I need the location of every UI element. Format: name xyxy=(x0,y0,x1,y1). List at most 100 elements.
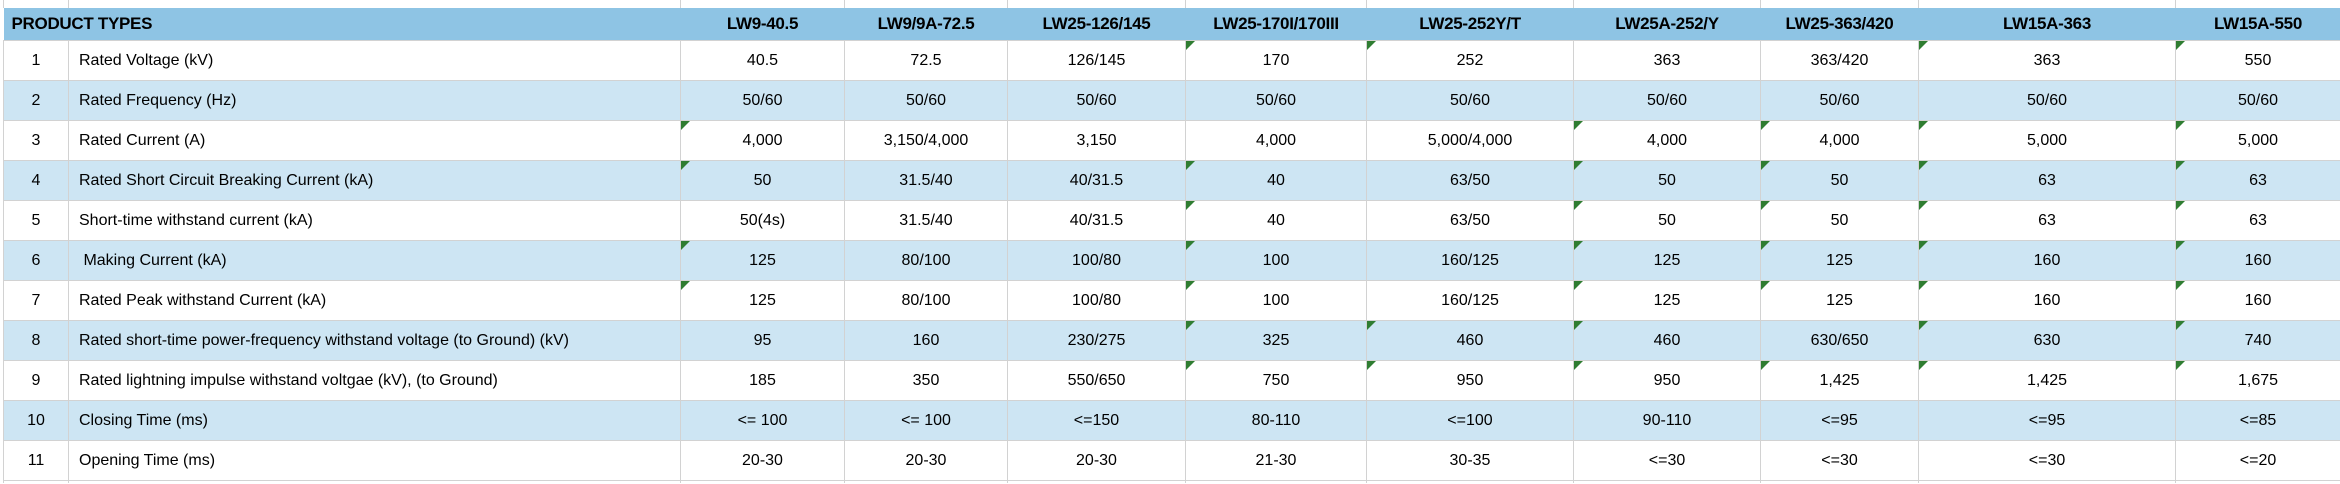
value-cell[interactable]: 20-30 xyxy=(1007,440,1186,481)
value-cell[interactable]: 160 xyxy=(1918,240,2176,281)
row-number-cell[interactable]: 5 xyxy=(3,200,69,241)
value-cell[interactable]: 80/100 xyxy=(844,240,1008,281)
value-cell[interactable]: 125 xyxy=(1760,280,1919,321)
value-cell[interactable]: <=95 xyxy=(1918,400,2176,441)
row-number-cell[interactable]: 2 xyxy=(3,80,69,121)
value-cell[interactable]: 50/60 xyxy=(1760,80,1919,121)
value-cell[interactable]: 125 xyxy=(1573,280,1761,321)
value-cell[interactable]: 460 xyxy=(1573,320,1761,361)
value-cell[interactable]: 50/60 xyxy=(844,80,1008,121)
row-number-cell[interactable]: 3 xyxy=(3,120,69,161)
value-cell[interactable]: 1,425 xyxy=(1760,360,1919,401)
value-cell[interactable]: 363/420 xyxy=(1760,40,1919,81)
value-cell[interactable]: 325 xyxy=(1185,320,1367,361)
value-cell[interactable]: 50/60 xyxy=(1573,80,1761,121)
row-number-cell[interactable]: 11 xyxy=(3,440,69,481)
value-cell[interactable]: 4,000 xyxy=(680,120,845,161)
value-cell[interactable]: 460 xyxy=(1366,320,1574,361)
value-cell[interactable]: 550 xyxy=(2175,40,2340,81)
column-header-lw25-363-420[interactable]: LW25-363/420 xyxy=(1760,8,1919,41)
value-cell[interactable]: 4,000 xyxy=(1573,120,1761,161)
value-cell[interactable]: 950 xyxy=(1573,360,1761,401)
value-cell[interactable]: 160/125 xyxy=(1366,240,1574,281)
row-number-cell[interactable]: 4 xyxy=(3,160,69,201)
value-cell[interactable]: 125 xyxy=(680,240,845,281)
value-cell[interactable]: 63 xyxy=(1918,160,2176,201)
value-cell[interactable]: 21-30 xyxy=(1185,440,1367,481)
value-cell[interactable]: 50/60 xyxy=(2175,80,2340,121)
value-cell[interactable]: 100 xyxy=(1185,240,1367,281)
value-cell[interactable]: 3,150 xyxy=(1007,120,1186,161)
column-header-lw25-170i-170iii[interactable]: LW25-170I/170III xyxy=(1185,8,1367,41)
row-number-cell[interactable]: 1 xyxy=(3,40,69,81)
value-cell[interactable]: 50 xyxy=(680,160,845,201)
value-cell[interactable]: 950 xyxy=(1366,360,1574,401)
column-header-lw15a-550[interactable]: LW15A-550 xyxy=(2175,8,2340,41)
value-cell[interactable]: 3,150/4,000 xyxy=(844,120,1008,161)
value-cell[interactable]: 31.5/40 xyxy=(844,160,1008,201)
value-cell[interactable]: 1,425 xyxy=(1918,360,2176,401)
value-cell[interactable]: 125 xyxy=(680,280,845,321)
value-cell[interactable]: 252 xyxy=(1366,40,1574,81)
column-header-lw25a-252-y[interactable]: LW25A-252/Y xyxy=(1573,8,1761,41)
value-cell[interactable]: 40/31.5 xyxy=(1007,200,1186,241)
value-cell[interactable]: <=30 xyxy=(1918,440,2176,481)
value-cell[interactable]: 185 xyxy=(680,360,845,401)
value-cell[interactable]: <= 100 xyxy=(844,400,1008,441)
row-number-cell[interactable]: 10 xyxy=(3,400,69,441)
value-cell[interactable]: 100 xyxy=(1185,280,1367,321)
value-cell[interactable]: 20-30 xyxy=(680,440,845,481)
value-cell[interactable]: 750 xyxy=(1185,360,1367,401)
value-cell[interactable]: 50/60 xyxy=(1185,80,1367,121)
value-cell[interactable]: 63 xyxy=(2175,160,2340,201)
value-cell[interactable]: <=95 xyxy=(1760,400,1919,441)
value-cell[interactable]: 40 xyxy=(1185,200,1367,241)
value-cell[interactable]: 100/80 xyxy=(1007,240,1186,281)
value-cell[interactable]: 30-35 xyxy=(1366,440,1574,481)
value-cell[interactable]: <=20 xyxy=(2175,440,2340,481)
value-cell[interactable]: 126/145 xyxy=(1007,40,1186,81)
value-cell[interactable]: 50 xyxy=(1573,200,1761,241)
column-header-lw9-40-5[interactable]: LW9-40.5 xyxy=(680,8,845,41)
value-cell[interactable]: <=30 xyxy=(1760,440,1919,481)
value-cell[interactable]: 63 xyxy=(2175,200,2340,241)
row-number-cell[interactable]: 8 xyxy=(3,320,69,361)
column-header-lw25-126-145[interactable]: LW25-126/145 xyxy=(1007,8,1186,41)
row-label-cell[interactable]: Rated Peak withstand Current (kA) xyxy=(68,280,681,321)
value-cell[interactable]: <=100 xyxy=(1366,400,1574,441)
value-cell[interactable]: 63 xyxy=(1918,200,2176,241)
value-cell[interactable]: 80/100 xyxy=(844,280,1008,321)
row-label-cell[interactable]: Closing Time (ms) xyxy=(68,400,681,441)
row-label-cell[interactable]: Rated lightning impulse withstand voltga… xyxy=(68,360,681,401)
value-cell[interactable]: 50 xyxy=(1760,160,1919,201)
value-cell[interactable]: <=30 xyxy=(1573,440,1761,481)
value-cell[interactable]: 40 xyxy=(1185,160,1367,201)
row-number-cell[interactable]: 6 xyxy=(3,240,69,281)
row-label-cell[interactable]: Rated Frequency (Hz) xyxy=(68,80,681,121)
row-label-cell[interactable]: Rated Voltage (kV) xyxy=(68,40,681,81)
value-cell[interactable]: 363 xyxy=(1573,40,1761,81)
value-cell[interactable]: 50/60 xyxy=(680,80,845,121)
value-cell[interactable]: 630 xyxy=(1918,320,2176,361)
value-cell[interactable]: 72.5 xyxy=(844,40,1008,81)
value-cell[interactable]: 4,000 xyxy=(1760,120,1919,161)
value-cell[interactable]: 740 xyxy=(2175,320,2340,361)
value-cell[interactable]: 50/60 xyxy=(1366,80,1574,121)
value-cell[interactable]: 95 xyxy=(680,320,845,361)
value-cell[interactable]: 50/60 xyxy=(1918,80,2176,121)
value-cell[interactable]: <=85 xyxy=(2175,400,2340,441)
value-cell[interactable]: 100/80 xyxy=(1007,280,1186,321)
row-number-cell[interactable]: 7 xyxy=(3,280,69,321)
row-label-cell[interactable]: Making Current (kA) xyxy=(68,240,681,281)
row-label-cell[interactable]: Short-time withstand current (kA) xyxy=(68,200,681,241)
value-cell[interactable]: 40.5 xyxy=(680,40,845,81)
value-cell[interactable]: 50 xyxy=(1760,200,1919,241)
value-cell[interactable]: 125 xyxy=(1573,240,1761,281)
column-header-lw9-9a-72-5[interactable]: LW9/9A-72.5 xyxy=(844,8,1008,41)
value-cell[interactable]: <= 100 xyxy=(680,400,845,441)
value-cell[interactable]: 1,675 xyxy=(2175,360,2340,401)
value-cell[interactable]: 50(4s) xyxy=(680,200,845,241)
value-cell[interactable]: 160/125 xyxy=(1366,280,1574,321)
column-header-lw15a-363[interactable]: LW15A-363 xyxy=(1918,8,2176,41)
value-cell[interactable]: 5,000 xyxy=(1918,120,2176,161)
